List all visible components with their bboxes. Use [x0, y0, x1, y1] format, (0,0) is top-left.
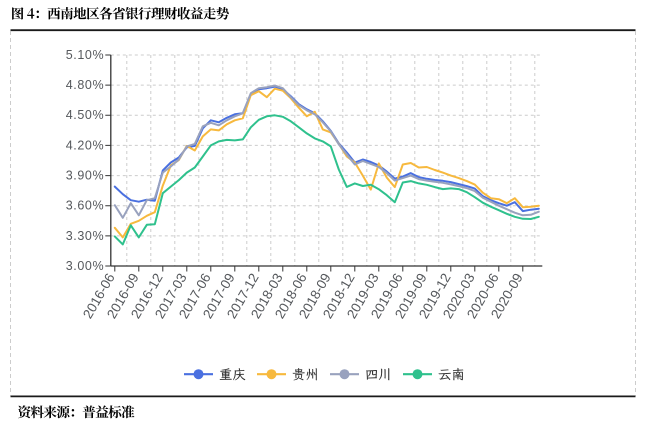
svg-text:3.30%: 3.30%: [66, 229, 104, 243]
svg-text:3.90%: 3.90%: [66, 168, 104, 182]
svg-text:4.20%: 4.20%: [66, 138, 104, 152]
svg-text:5.10%: 5.10%: [66, 48, 104, 62]
svg-text:4.50%: 4.50%: [66, 108, 104, 122]
svg-text:3.60%: 3.60%: [66, 199, 104, 213]
svg-text:4.80%: 4.80%: [66, 78, 104, 92]
svg-text:3.00%: 3.00%: [66, 259, 104, 273]
